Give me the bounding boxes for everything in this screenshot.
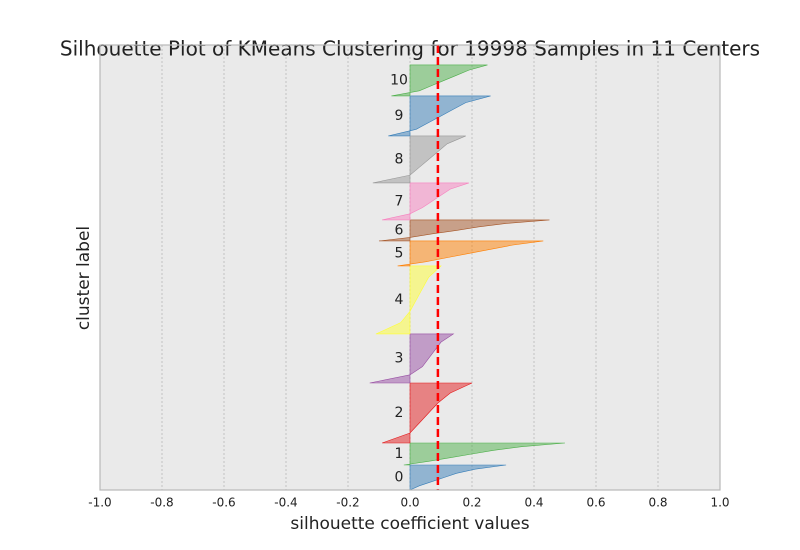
silhouette-area bbox=[378, 219, 550, 242]
x-tick-label: -0.2 bbox=[336, 496, 359, 510]
x-tick-label: -0.6 bbox=[212, 496, 235, 510]
plot-border bbox=[99, 44, 721, 491]
silhouette-area bbox=[388, 95, 491, 137]
x-tick-label: 0.8 bbox=[648, 496, 667, 510]
x-tick-label: -1.0 bbox=[88, 496, 111, 510]
cluster-label: 6 bbox=[395, 222, 404, 238]
x-tick-label: 0.2 bbox=[462, 496, 481, 510]
x-tick-label: 0.6 bbox=[586, 496, 605, 510]
chart-title: Silhouette Plot of KMeans Clustering for… bbox=[60, 37, 760, 61]
x-tick-label: -0.4 bbox=[274, 496, 297, 510]
silhouette-area bbox=[391, 64, 488, 97]
cluster-label: 5 bbox=[395, 245, 404, 261]
x-axis-label: silhouette coefficient values bbox=[290, 514, 529, 534]
cluster-label: 0 bbox=[395, 469, 404, 485]
silhouette-area bbox=[397, 240, 544, 267]
silhouette-area bbox=[375, 265, 442, 335]
silhouette-area bbox=[403, 442, 566, 466]
silhouette-area bbox=[369, 333, 455, 384]
x-tick-label: 0.4 bbox=[524, 496, 543, 510]
x-tick-label: 1.0 bbox=[710, 496, 729, 510]
y-axis-label: cluster label bbox=[74, 226, 94, 330]
silhouette-area bbox=[381, 382, 473, 444]
cluster-label: 4 bbox=[395, 292, 404, 308]
cluster-label: 3 bbox=[395, 350, 404, 366]
cluster-label: 9 bbox=[395, 108, 404, 124]
x-tick-label: 0.0 bbox=[400, 496, 419, 510]
x-tick-label: -0.8 bbox=[150, 496, 173, 510]
cluster-label: 2 bbox=[395, 405, 404, 421]
cluster-label: 1 bbox=[395, 446, 404, 462]
silhouette-area bbox=[409, 464, 507, 491]
cluster-label: 7 bbox=[395, 193, 404, 209]
silhouette-area bbox=[382, 182, 469, 221]
cluster-label: 8 bbox=[395, 151, 404, 167]
cluster-label: 10 bbox=[390, 72, 408, 88]
